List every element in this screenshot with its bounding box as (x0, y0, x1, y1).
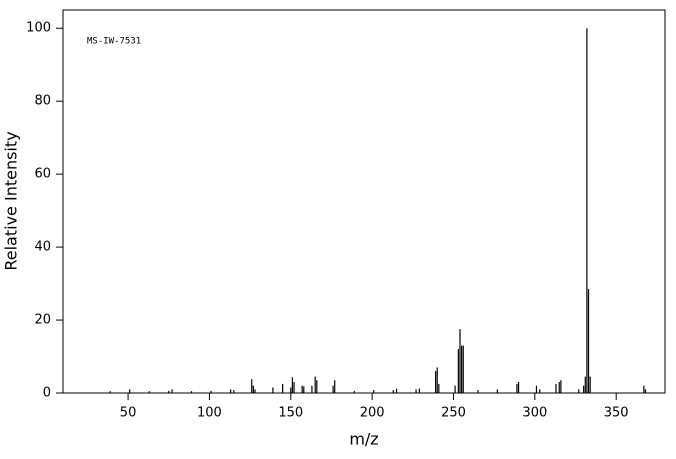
y-tick-label: 40 (34, 240, 51, 255)
x-tick-label: 300 (522, 406, 547, 421)
x-tick-label: 50 (120, 406, 137, 421)
annotation: MS-IW-7531 (87, 37, 141, 47)
y-tick-label: 0 (43, 386, 51, 401)
y-tick-label: 100 (26, 21, 51, 36)
plot-frame (62, 9, 666, 394)
y-tick-label: 20 (34, 313, 51, 328)
x-tick-label: 150 (278, 406, 303, 421)
y-tick-label: 60 (34, 167, 51, 182)
y-tick-label: 80 (34, 94, 51, 109)
x-tick-label: 250 (441, 406, 466, 421)
x-tick-label: 350 (604, 406, 629, 421)
y-axis-label: Relative Intensity (2, 131, 21, 270)
x-tick-label: 100 (197, 406, 222, 421)
x-tick-label: 200 (360, 406, 385, 421)
x-axis-label: m/z (349, 430, 378, 449)
